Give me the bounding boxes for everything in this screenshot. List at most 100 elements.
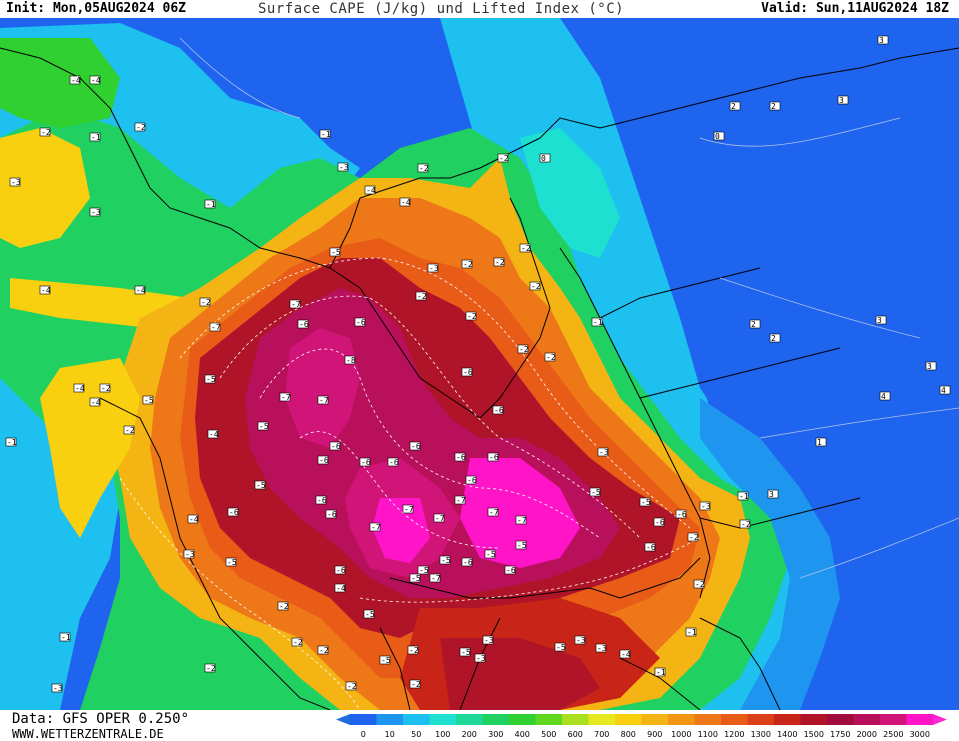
chart-title: Surface CAPE (J/kg) und Lifted Index (°C…: [258, 1, 625, 17]
legend-swatch: [774, 714, 801, 725]
svg-text:-2: -2: [546, 353, 556, 362]
svg-text:-5: -5: [517, 541, 527, 550]
svg-text:-6: -6: [389, 458, 399, 467]
svg-text:-1: -1: [61, 633, 71, 642]
svg-text:3: 3: [877, 316, 882, 325]
svg-text:-4: -4: [209, 430, 219, 439]
svg-text:-6: -6: [411, 442, 421, 451]
svg-text:-2: -2: [695, 580, 705, 589]
svg-text:-2: -2: [201, 298, 211, 307]
svg-text:3: 3: [769, 490, 774, 499]
cape-field: -4 -4 -2 -1 -2 -3 -3 -1 -1 -3 -4 -4 -2 -…: [0, 18, 959, 710]
svg-text:-8: -8: [346, 356, 356, 365]
svg-text:-3: -3: [597, 644, 607, 653]
svg-text:-5: -5: [206, 375, 216, 384]
svg-text:-5: -5: [381, 656, 391, 665]
svg-text:-4: -4: [189, 515, 199, 524]
legend-swatch: [403, 714, 430, 725]
svg-text:3: 3: [927, 362, 932, 371]
legend-swatch: [456, 714, 483, 725]
legend-level-label: 200: [462, 730, 477, 739]
svg-text:-2: -2: [499, 154, 509, 163]
legend-arrow-high: [933, 714, 947, 725]
svg-text:-5: -5: [365, 610, 375, 619]
legend-level-label: 300: [488, 730, 503, 739]
svg-text:3: 3: [839, 96, 844, 105]
svg-text:-2: -2: [519, 345, 529, 354]
svg-text:-2: -2: [741, 520, 751, 529]
svg-text:-1: -1: [739, 492, 749, 501]
svg-text:-3: -3: [11, 178, 21, 187]
legend-swatch: [562, 714, 589, 725]
svg-text:-4: -4: [401, 198, 411, 207]
svg-text:-4: -4: [71, 76, 81, 85]
legend-arrow-low: [336, 714, 350, 725]
li-labels: -4 -4 -2 -1 -2 -3 -3 -1 -1 -3 -4 -4 -2 -…: [5, 35, 951, 693]
svg-text:-2: -2: [417, 292, 427, 301]
legend-level-label: 1100: [698, 730, 718, 739]
legend-level-label: 100: [435, 730, 450, 739]
svg-text:-2: -2: [463, 260, 473, 269]
legend-level-label: 1300: [751, 730, 771, 739]
svg-text:-6: -6: [331, 442, 341, 451]
svg-text:-5: -5: [411, 574, 421, 583]
svg-text:-3: -3: [701, 502, 711, 511]
svg-text:-3: -3: [53, 684, 63, 693]
svg-text:-2: -2: [206, 664, 216, 673]
svg-text:-5: -5: [144, 396, 154, 405]
legend-level-label: 400: [515, 730, 530, 739]
svg-text:-7: -7: [431, 574, 441, 583]
svg-text:-3: -3: [185, 550, 195, 559]
svg-text:-6: -6: [506, 566, 516, 575]
legend-swatch: [800, 714, 827, 725]
svg-text:-6: -6: [361, 458, 371, 467]
svg-text:-7: -7: [456, 496, 466, 505]
svg-text:-6: -6: [677, 510, 687, 519]
svg-text:-6: -6: [356, 318, 366, 327]
svg-text:-7: -7: [517, 516, 527, 525]
svg-text:-3: -3: [429, 264, 439, 273]
svg-text:-6: -6: [646, 543, 656, 552]
legend-swatch: [853, 714, 880, 725]
svg-text:-4: -4: [91, 398, 101, 407]
svg-text:-5: -5: [256, 481, 266, 490]
svg-text:2: 2: [731, 102, 736, 111]
svg-text:-6: -6: [463, 558, 473, 567]
svg-text:-4: -4: [41, 286, 51, 295]
svg-text:-2: -2: [495, 258, 505, 267]
svg-text:-4: -4: [621, 650, 631, 659]
svg-text:-3: -3: [91, 208, 101, 217]
svg-text:-1: -1: [7, 438, 17, 447]
svg-text:-2: -2: [279, 602, 289, 611]
svg-text:-5: -5: [331, 248, 341, 257]
color-scale-legend: 0 10 50 100 200 300 400 500 600 700 800 900 1000 1100…: [336, 714, 947, 739]
legend-level-label: 1500: [804, 730, 824, 739]
svg-text:-5: -5: [227, 558, 237, 567]
legend-level-label: 1200: [724, 730, 744, 739]
legend-swatch: [535, 714, 562, 725]
svg-text:-2: -2: [319, 646, 329, 655]
legend-level-label: 0: [361, 730, 366, 739]
svg-text:-6: -6: [463, 368, 473, 377]
svg-text:-2: -2: [411, 680, 421, 689]
svg-text:-2: -2: [125, 426, 135, 435]
svg-text:-3: -3: [599, 448, 609, 457]
svg-text:-7: -7: [319, 396, 329, 405]
svg-text:-4: -4: [336, 584, 346, 593]
svg-text:-2: -2: [409, 646, 419, 655]
legend-level-label: 800: [621, 730, 636, 739]
svg-text:-1: -1: [593, 318, 603, 327]
valid-time: Valid: Sun,11AUG2024 18Z: [761, 1, 949, 16]
legend-level-label: 900: [647, 730, 662, 739]
svg-text:-1: -1: [206, 200, 216, 209]
svg-text:-5: -5: [259, 422, 269, 431]
svg-text:-2: -2: [293, 638, 303, 647]
svg-text:-3: -3: [484, 636, 494, 645]
svg-text:-2: -2: [41, 128, 51, 137]
svg-text:-7: -7: [435, 514, 445, 523]
svg-text:-7: -7: [489, 508, 499, 517]
legend-swatch: [827, 714, 854, 725]
svg-text:-2: -2: [689, 533, 699, 542]
svg-text:-1: -1: [656, 668, 666, 677]
data-source: Data: GFS OPER 0.250°: [12, 711, 190, 727]
